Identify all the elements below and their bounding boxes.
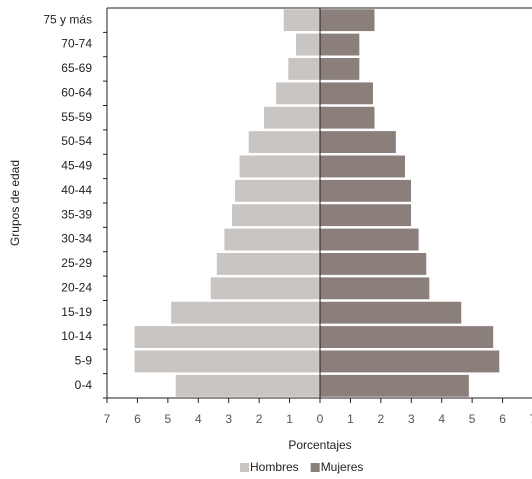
x-tick-label: 1 — [286, 412, 293, 426]
y-tick-label: 70-74 — [61, 37, 92, 51]
x-tick-label: 5 — [469, 412, 476, 426]
bar — [287, 57, 321, 81]
bar — [134, 350, 321, 373]
bar — [319, 325, 494, 349]
y-tick-label: 35-39 — [61, 207, 92, 221]
bar — [319, 57, 360, 81]
bar — [319, 130, 397, 154]
y-tick-label: 5-9 — [75, 354, 93, 368]
bar — [263, 106, 321, 130]
x-tick-label: 1 — [347, 412, 354, 426]
y-tick-label: 45-49 — [61, 159, 92, 173]
legend-swatch — [310, 463, 320, 472]
bar — [319, 33, 360, 56]
bar — [319, 106, 376, 130]
bar — [275, 81, 321, 105]
y-tick-label: 55-59 — [61, 110, 92, 124]
bar — [223, 228, 321, 251]
x-tick-label: 4 — [195, 412, 202, 426]
bar — [295, 33, 321, 56]
bar — [319, 276, 430, 300]
x-axis-title: Porcentajes — [288, 438, 351, 452]
bar — [319, 203, 412, 227]
x-tick-label: 6 — [134, 412, 141, 426]
y-tick-label: 75 y más — [43, 12, 92, 26]
y-axis-title: Grupos de edad — [8, 160, 22, 246]
bar — [134, 325, 321, 349]
legend-label: Hombres — [250, 460, 299, 474]
bar — [319, 252, 427, 276]
y-tick-label: 65-69 — [61, 61, 92, 75]
x-tick-label: 0 — [317, 412, 324, 426]
y-tick-label: 30-34 — [61, 232, 92, 246]
y-tick-label: 50-54 — [61, 134, 92, 148]
x-tick-label: 3 — [225, 412, 232, 426]
y-tick-label: 15-19 — [61, 305, 92, 319]
x-tick-label: 2 — [256, 412, 263, 426]
bar — [319, 179, 412, 203]
x-tick-label: 7 — [530, 412, 532, 426]
y-tick-label: 60-64 — [61, 85, 92, 99]
bar — [170, 301, 321, 325]
y-tick-label: 20-24 — [61, 280, 92, 294]
legend-swatch — [240, 463, 249, 472]
bar — [175, 374, 321, 398]
bar — [283, 8, 321, 32]
x-tick-label: 2 — [378, 412, 385, 426]
x-tick-label: 5 — [165, 412, 172, 426]
x-tick-label: 6 — [499, 412, 506, 426]
bar — [216, 252, 321, 276]
x-tick-label: 7 — [104, 412, 111, 426]
bar — [239, 155, 321, 178]
legend-label: Mujeres — [321, 460, 364, 474]
bar — [319, 301, 462, 325]
x-tick-label: 4 — [438, 412, 445, 426]
y-tick-label: 25-29 — [61, 256, 92, 270]
bar — [319, 374, 470, 398]
y-tick-label: 40-44 — [61, 183, 92, 197]
bar — [319, 350, 500, 373]
bar — [231, 203, 321, 227]
x-tick-label: 3 — [408, 412, 415, 426]
y-tick-label: 10-14 — [61, 329, 92, 343]
bar — [234, 179, 321, 203]
bar — [210, 276, 321, 300]
bar — [319, 155, 406, 178]
bar — [319, 81, 374, 105]
bar — [319, 228, 420, 251]
y-tick-label: 0-4 — [75, 378, 93, 392]
bar — [248, 130, 321, 154]
bar — [319, 8, 376, 32]
